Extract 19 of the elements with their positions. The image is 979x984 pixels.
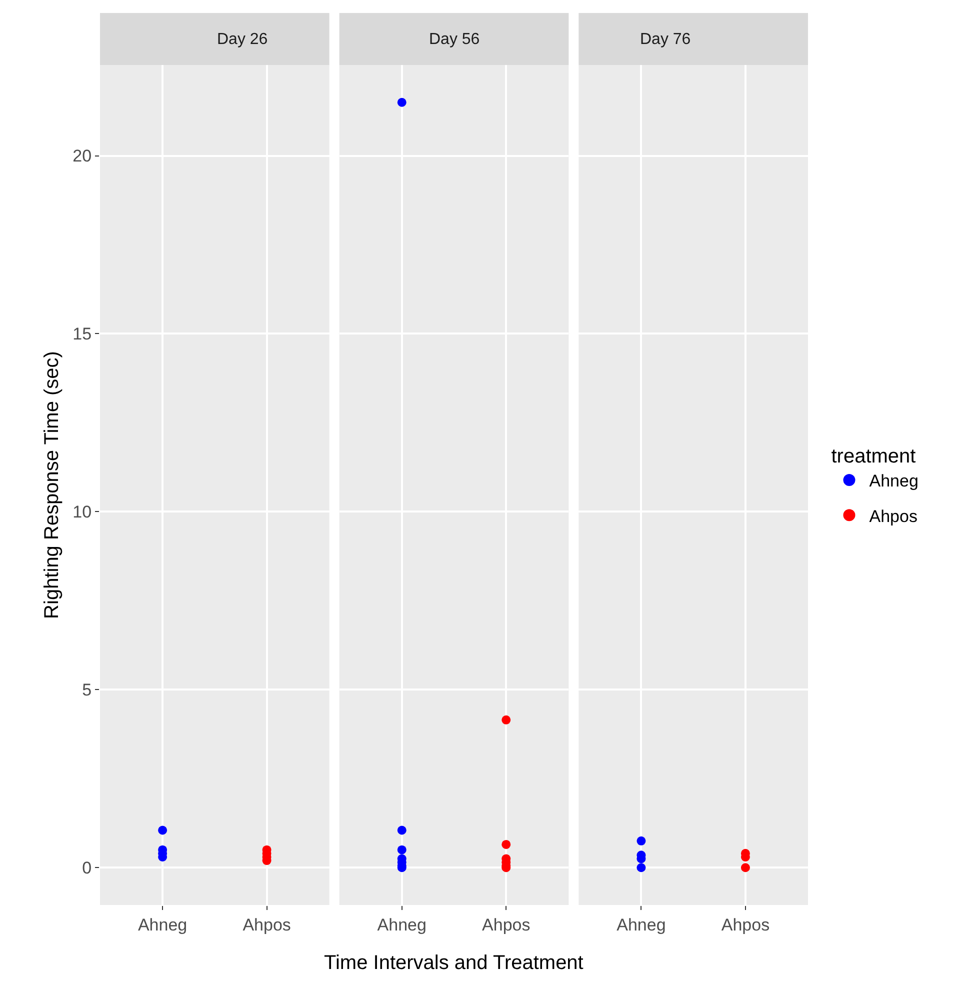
legend-label: Ahneg bbox=[869, 472, 918, 491]
x-tick-label: Ahneg bbox=[377, 915, 426, 934]
y-tick-label: 15 bbox=[72, 324, 92, 344]
y-tick-label: 20 bbox=[72, 146, 92, 166]
chart-title: Day 76 bbox=[640, 31, 691, 48]
y-axis-title: Righting Response Time (sec) bbox=[41, 351, 64, 619]
y-tick-label: 5 bbox=[82, 680, 92, 700]
x-tick-label: Ahpos bbox=[242, 915, 291, 934]
x-tick-label: Ahneg bbox=[616, 915, 666, 934]
chart-title: Day 26 bbox=[217, 31, 268, 48]
x-axis-title: Time Intervals and Treatment bbox=[324, 952, 584, 974]
x-tick-label: Ahpos bbox=[482, 915, 530, 934]
y-tick-label: 10 bbox=[72, 502, 92, 522]
legend-label: Ahpos bbox=[869, 506, 918, 526]
x-tick-label: Ahpos bbox=[721, 915, 770, 934]
x-tick-label: Ahneg bbox=[138, 915, 188, 934]
chart-title: Day 56 bbox=[429, 31, 480, 48]
y-tick-label: 0 bbox=[82, 858, 92, 878]
legend-title: treatment bbox=[831, 446, 916, 468]
